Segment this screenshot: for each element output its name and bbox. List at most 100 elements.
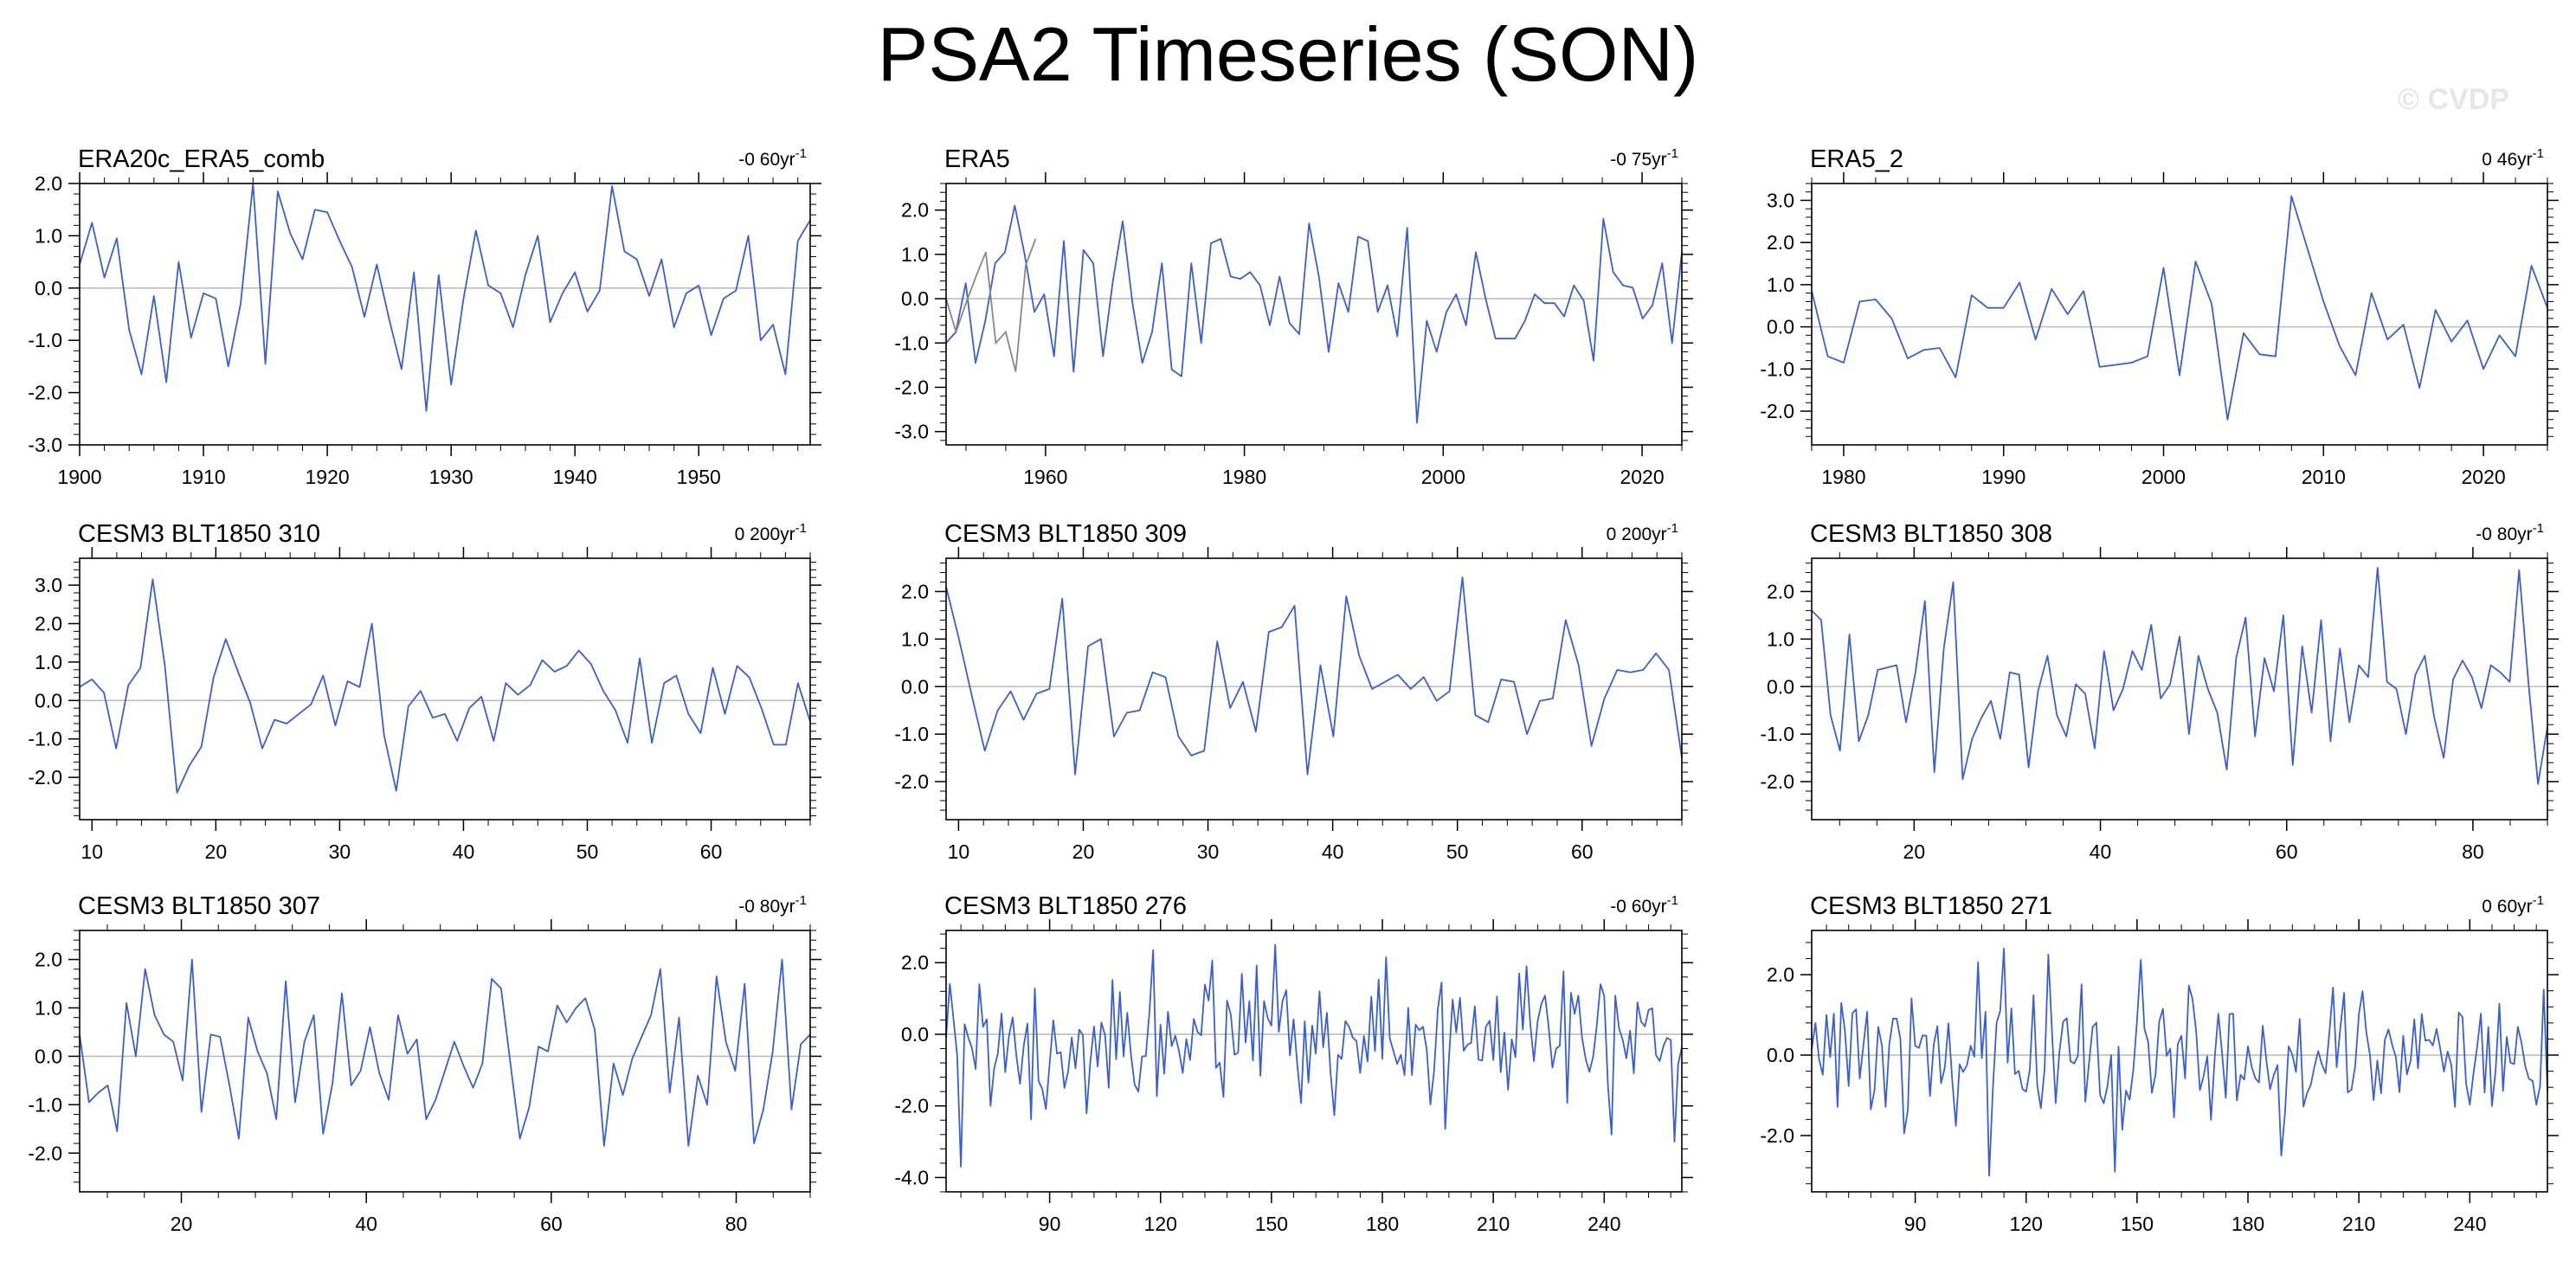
plot-frame [79, 183, 811, 446]
y-tick-label: -2.0 [1760, 400, 1794, 422]
y-tick-label: 0.0 [35, 1045, 62, 1067]
y-tick-label: 1.0 [901, 628, 929, 650]
y-tick-label: 1.0 [35, 224, 62, 247]
plot-frame [79, 930, 811, 1193]
x-tick-label: 1930 [429, 466, 473, 488]
y-tick-label: 1.0 [1767, 274, 1794, 296]
trend-label: -0 60yr-1 [738, 146, 807, 170]
panel-title: ERA5_2 [1810, 145, 1903, 173]
series-line [79, 958, 811, 1147]
chart-panel-8: CESM3 BLT1850 276 -0 60yr-1 2.0 0.0 -2.0 -4.0… [894, 892, 1693, 1235]
trend-label: 0 46yr-1 [2482, 146, 2544, 170]
y-tick-label: -1.0 [1760, 723, 1794, 745]
y-tick-label: 3.0 [35, 574, 62, 596]
y-tick-label: -1.0 [28, 329, 62, 351]
x-tick-label: 10 [948, 840, 970, 863]
x-tick-label: 240 [1587, 1213, 1620, 1235]
y-tick-label: 0.0 [901, 1023, 929, 1046]
y-tick-label: -1.0 [28, 728, 62, 750]
series-line [1811, 567, 2548, 785]
plot-frame [79, 557, 811, 821]
y-tick-label: -2.0 [28, 766, 62, 788]
x-tick-label: 1950 [677, 466, 721, 488]
chart-panel-5: CESM3 BLT1850 309 0 200yr-1 2.0 1.0 0.0 -1.0 -… [894, 520, 1693, 863]
x-tick-label: 120 [1144, 1213, 1177, 1235]
y-tick-label: -1.0 [28, 1093, 62, 1116]
chart-panel-6: CESM3 BLT1850 308 -0 80yr-1 2.0 1.0 0.0 -1.0 -… [1760, 520, 2559, 863]
y-tick-label: -3.0 [28, 434, 62, 456]
trend-label: -0 75yr-1 [1610, 146, 1678, 170]
x-tick-label: 20 [1903, 840, 1926, 863]
plot-frame [945, 930, 1683, 1193]
x-tick-label: 40 [2090, 840, 2112, 863]
panel-title: CESM3 BLT1850 276 [944, 892, 1187, 920]
chart-panel-1: ERA20c_ERA5_comb -0 60yr-1 2.0 1.0 0.0 -1.0 -2… [28, 145, 821, 488]
y-tick-label: 0.0 [1767, 1044, 1794, 1066]
chart-panel-3: ERA5_2 0 46yr-1 3.0 2.0 1.0 0.0 -1.0 -2.0 1980 19… [1760, 145, 2559, 488]
y-tick-label: 0.0 [35, 277, 62, 299]
series-line [1811, 948, 2548, 1177]
y-tick-label: -2.0 [1760, 770, 1794, 793]
x-tick-label: 30 [1197, 840, 1220, 863]
series-line [945, 204, 1683, 424]
panel-title: ERA5 [944, 145, 1010, 173]
x-tick-label: 90 [1039, 1213, 1061, 1235]
x-tick-label: 20 [205, 840, 228, 863]
y-tick-label: 0.0 [35, 689, 62, 711]
x-tick-label: 1980 [1821, 466, 1865, 488]
x-tick-label: 40 [453, 840, 475, 863]
x-tick-label: 60 [540, 1213, 563, 1235]
y-tick-label: 2.0 [35, 613, 62, 635]
plot-frame [945, 557, 1683, 821]
y-tick-label: -4.0 [894, 1166, 929, 1188]
x-tick-label: 20 [1072, 840, 1095, 863]
trend-label: 0 200yr-1 [735, 521, 807, 544]
y-tick-label: 3.0 [1767, 189, 1794, 211]
x-tick-label: 20 [171, 1213, 193, 1235]
y-tick-label: 0.0 [901, 675, 929, 698]
y-tick-label: -2.0 [28, 382, 62, 404]
y-tick-label: 2.0 [1767, 580, 1794, 602]
x-tick-label: 2020 [2462, 466, 2506, 488]
x-tick-label: 60 [1571, 840, 1594, 863]
plot-frame [1811, 183, 2548, 446]
y-tick-label: 2.0 [901, 951, 929, 974]
x-tick-label: 1990 [1981, 466, 2025, 488]
x-tick-label: 10 [81, 840, 104, 863]
y-tick-label: 1.0 [901, 243, 929, 266]
series-line [945, 576, 1683, 776]
x-tick-label: 40 [355, 1213, 377, 1235]
x-tick-label: 180 [1366, 1213, 1399, 1235]
y-tick-label: 2.0 [901, 580, 929, 602]
y-tick-label: 0.0 [901, 287, 929, 310]
x-tick-label: 150 [1255, 1213, 1288, 1235]
x-tick-label: 1900 [57, 466, 101, 488]
panel-title: CESM3 BLT1850 310 [78, 520, 320, 548]
x-tick-label: 210 [2342, 1213, 2375, 1235]
trend-label: -0 80yr-1 [2476, 521, 2544, 544]
x-tick-label: 2000 [2141, 466, 2186, 488]
y-tick-label: -2.0 [894, 770, 929, 793]
x-tick-label: 80 [725, 1213, 748, 1235]
y-tick-label: 2.0 [1767, 231, 1794, 254]
x-tick-label: 2000 [1421, 466, 1465, 488]
trend-label: -0 80yr-1 [738, 893, 807, 917]
y-tick-label: 1.0 [1767, 628, 1794, 650]
plot-frame [1811, 557, 2548, 821]
x-tick-label: 30 [329, 840, 351, 863]
overlay-series-line [945, 238, 1037, 372]
panel-title: CESM3 BLT1850 307 [78, 892, 320, 920]
series-line [1811, 195, 2548, 421]
y-tick-label: -1.0 [894, 723, 929, 745]
x-tick-label: 120 [2010, 1213, 2043, 1235]
series-line [79, 183, 811, 412]
y-tick-label: -2.0 [894, 1095, 929, 1117]
trend-label: 0 60yr-1 [2482, 893, 2544, 917]
trend-label: -0 60yr-1 [1610, 893, 1678, 917]
y-tick-label: 1.0 [35, 651, 62, 673]
series-line [79, 578, 811, 794]
y-tick-label: -2.0 [1760, 1124, 1794, 1147]
x-tick-label: 60 [700, 840, 723, 863]
x-tick-label: 60 [2276, 840, 2298, 863]
